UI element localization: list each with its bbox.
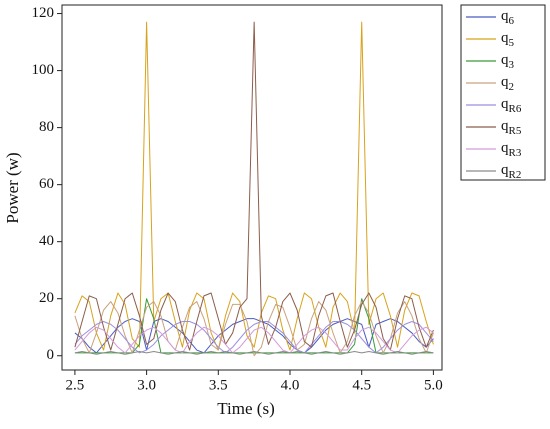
series-line — [74, 318, 434, 354]
legend-box — [460, 4, 546, 181]
x-tick-label: 2.5 — [66, 377, 85, 393]
y-tick-label: 100 — [32, 62, 55, 78]
legend-label: qR2 — [501, 162, 521, 180]
series-line — [74, 298, 434, 354]
y-tick-label: 60 — [39, 176, 54, 192]
y-tick-label: 40 — [39, 233, 54, 249]
y-tick-label: 20 — [39, 290, 54, 306]
x-tick-label: 5.0 — [424, 377, 443, 393]
series-line — [74, 326, 434, 354]
y-tick-label: 120 — [32, 5, 55, 21]
legend-label: q5 — [501, 30, 515, 48]
x-tick-label: 3.5 — [209, 377, 228, 393]
y-tick-label: 0 — [47, 347, 55, 363]
series-line — [74, 301, 434, 357]
legend-label: q6 — [501, 8, 515, 26]
legend-label: qR3 — [501, 140, 522, 158]
series-line — [74, 350, 434, 355]
y-tick-label: 80 — [39, 119, 54, 135]
x-tick-label: 4.5 — [352, 377, 371, 393]
x-tick-label: 3.0 — [137, 377, 156, 393]
x-axis-title: Time (s) — [217, 399, 274, 418]
series-line — [74, 21, 434, 351]
plot-frame — [61, 4, 443, 371]
legend-label: qR6 — [501, 96, 522, 114]
legend-label: q2 — [501, 74, 514, 92]
legend-label: qR5 — [501, 118, 522, 136]
series-line — [74, 21, 434, 351]
y-axis-title: Power (w) — [3, 152, 22, 223]
x-tick-label: 4.0 — [281, 377, 300, 393]
series-line — [74, 321, 434, 354]
legend-label: q3 — [501, 52, 515, 70]
